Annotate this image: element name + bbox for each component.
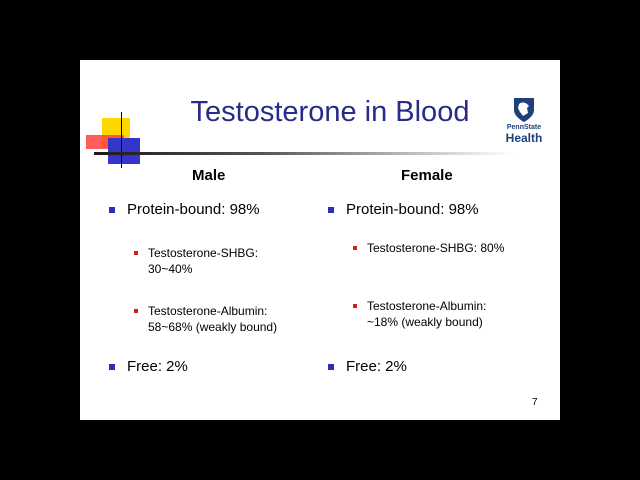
column-heading-female: Female: [401, 167, 453, 184]
male-shbg-line1: Testosterone-SHBG:: [148, 246, 259, 260]
bullet-square-icon: [109, 207, 115, 213]
female-protein-bound: Protein-bound: 98%: [328, 201, 479, 219]
logo-line2: Health: [505, 131, 543, 145]
male-protein-bound: Protein-bound: 98%: [109, 201, 260, 219]
female-albumin: Testosterone-Albumin: ~18% (weakly bound…: [353, 298, 537, 330]
title-underline: [94, 152, 514, 155]
female-shbg: Testosterone-SHBG: 80%: [353, 240, 537, 256]
slide-title: Testosterone in Blood: [190, 96, 470, 128]
female-albumin-line1: Testosterone-Albumin:: [367, 299, 487, 313]
male-free-text: Free: 2%: [127, 358, 188, 375]
female-free: Free: 2%: [328, 358, 407, 376]
male-free: Free: 2%: [109, 358, 188, 376]
female-protein-bound-text: Protein-bound: 98%: [346, 201, 479, 218]
decor-blue-square: [108, 138, 140, 164]
male-shbg: Testosterone-SHBG: 30~40%: [134, 245, 318, 277]
decor-vertical-line: [121, 112, 122, 168]
bullet-square-icon: [353, 304, 357, 308]
male-shbg-line2: 30~40%: [148, 262, 193, 276]
bullet-square-icon: [353, 246, 357, 250]
slide: Testosterone in Blood PennState Health M…: [80, 60, 560, 420]
bullet-square-icon: [134, 309, 138, 313]
female-shbg-line1: Testosterone-SHBG: 80%: [367, 241, 505, 255]
male-albumin-line1: Testosterone-Albumin:: [148, 304, 268, 318]
page-number: 7: [532, 397, 538, 408]
logo-line1: PennState: [506, 124, 542, 131]
bullet-square-icon: [328, 364, 334, 370]
bullet-square-icon: [109, 364, 115, 370]
male-protein-bound-text: Protein-bound: 98%: [127, 201, 260, 218]
column-heading-male: Male: [192, 167, 226, 184]
female-albumin-line2: ~18% (weakly bound): [367, 315, 483, 329]
male-albumin-line2: 58~68% (weakly bound): [148, 320, 278, 334]
pennstate-health-logo: PennState Health: [498, 97, 550, 144]
nittany-lion-shield-icon: [514, 98, 534, 122]
male-albumin: Testosterone-Albumin: 58~68% (weakly bou…: [134, 303, 318, 335]
bullet-square-icon: [328, 207, 334, 213]
female-free-text: Free: 2%: [346, 358, 407, 375]
bullet-square-icon: [134, 251, 138, 255]
